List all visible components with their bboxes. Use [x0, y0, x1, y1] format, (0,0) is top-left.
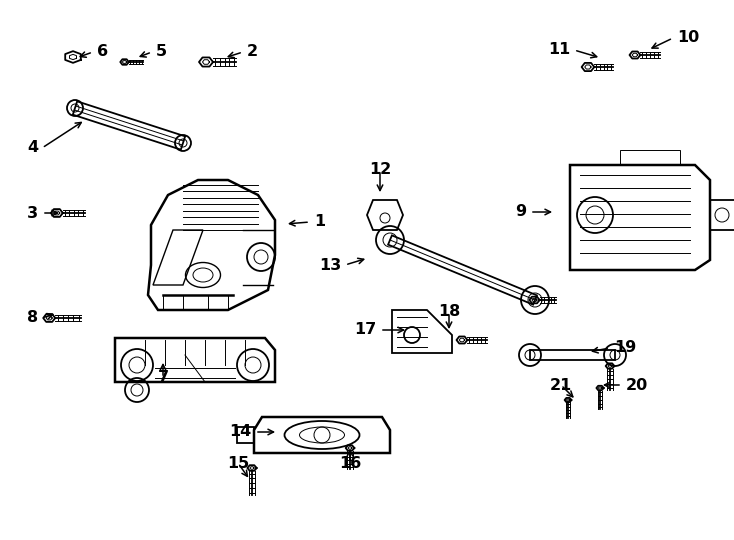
Text: 6: 6 [97, 44, 108, 59]
Text: 14: 14 [229, 424, 251, 440]
Text: 7: 7 [157, 370, 169, 386]
Text: 1: 1 [314, 214, 325, 230]
Text: 15: 15 [227, 456, 249, 470]
Text: 12: 12 [369, 163, 391, 178]
Text: 11: 11 [548, 43, 570, 57]
Text: 2: 2 [247, 44, 258, 59]
Text: 18: 18 [438, 305, 460, 320]
Text: 13: 13 [319, 258, 341, 273]
Text: 10: 10 [677, 30, 700, 45]
Text: 17: 17 [354, 322, 376, 338]
Text: 21: 21 [550, 377, 572, 393]
Text: 8: 8 [27, 310, 38, 326]
Text: 5: 5 [156, 44, 167, 59]
Text: 19: 19 [614, 341, 636, 355]
Text: 9: 9 [515, 205, 526, 219]
Text: 20: 20 [626, 377, 648, 393]
Text: 3: 3 [27, 206, 38, 220]
Text: 16: 16 [339, 456, 361, 470]
Text: 4: 4 [27, 140, 38, 156]
